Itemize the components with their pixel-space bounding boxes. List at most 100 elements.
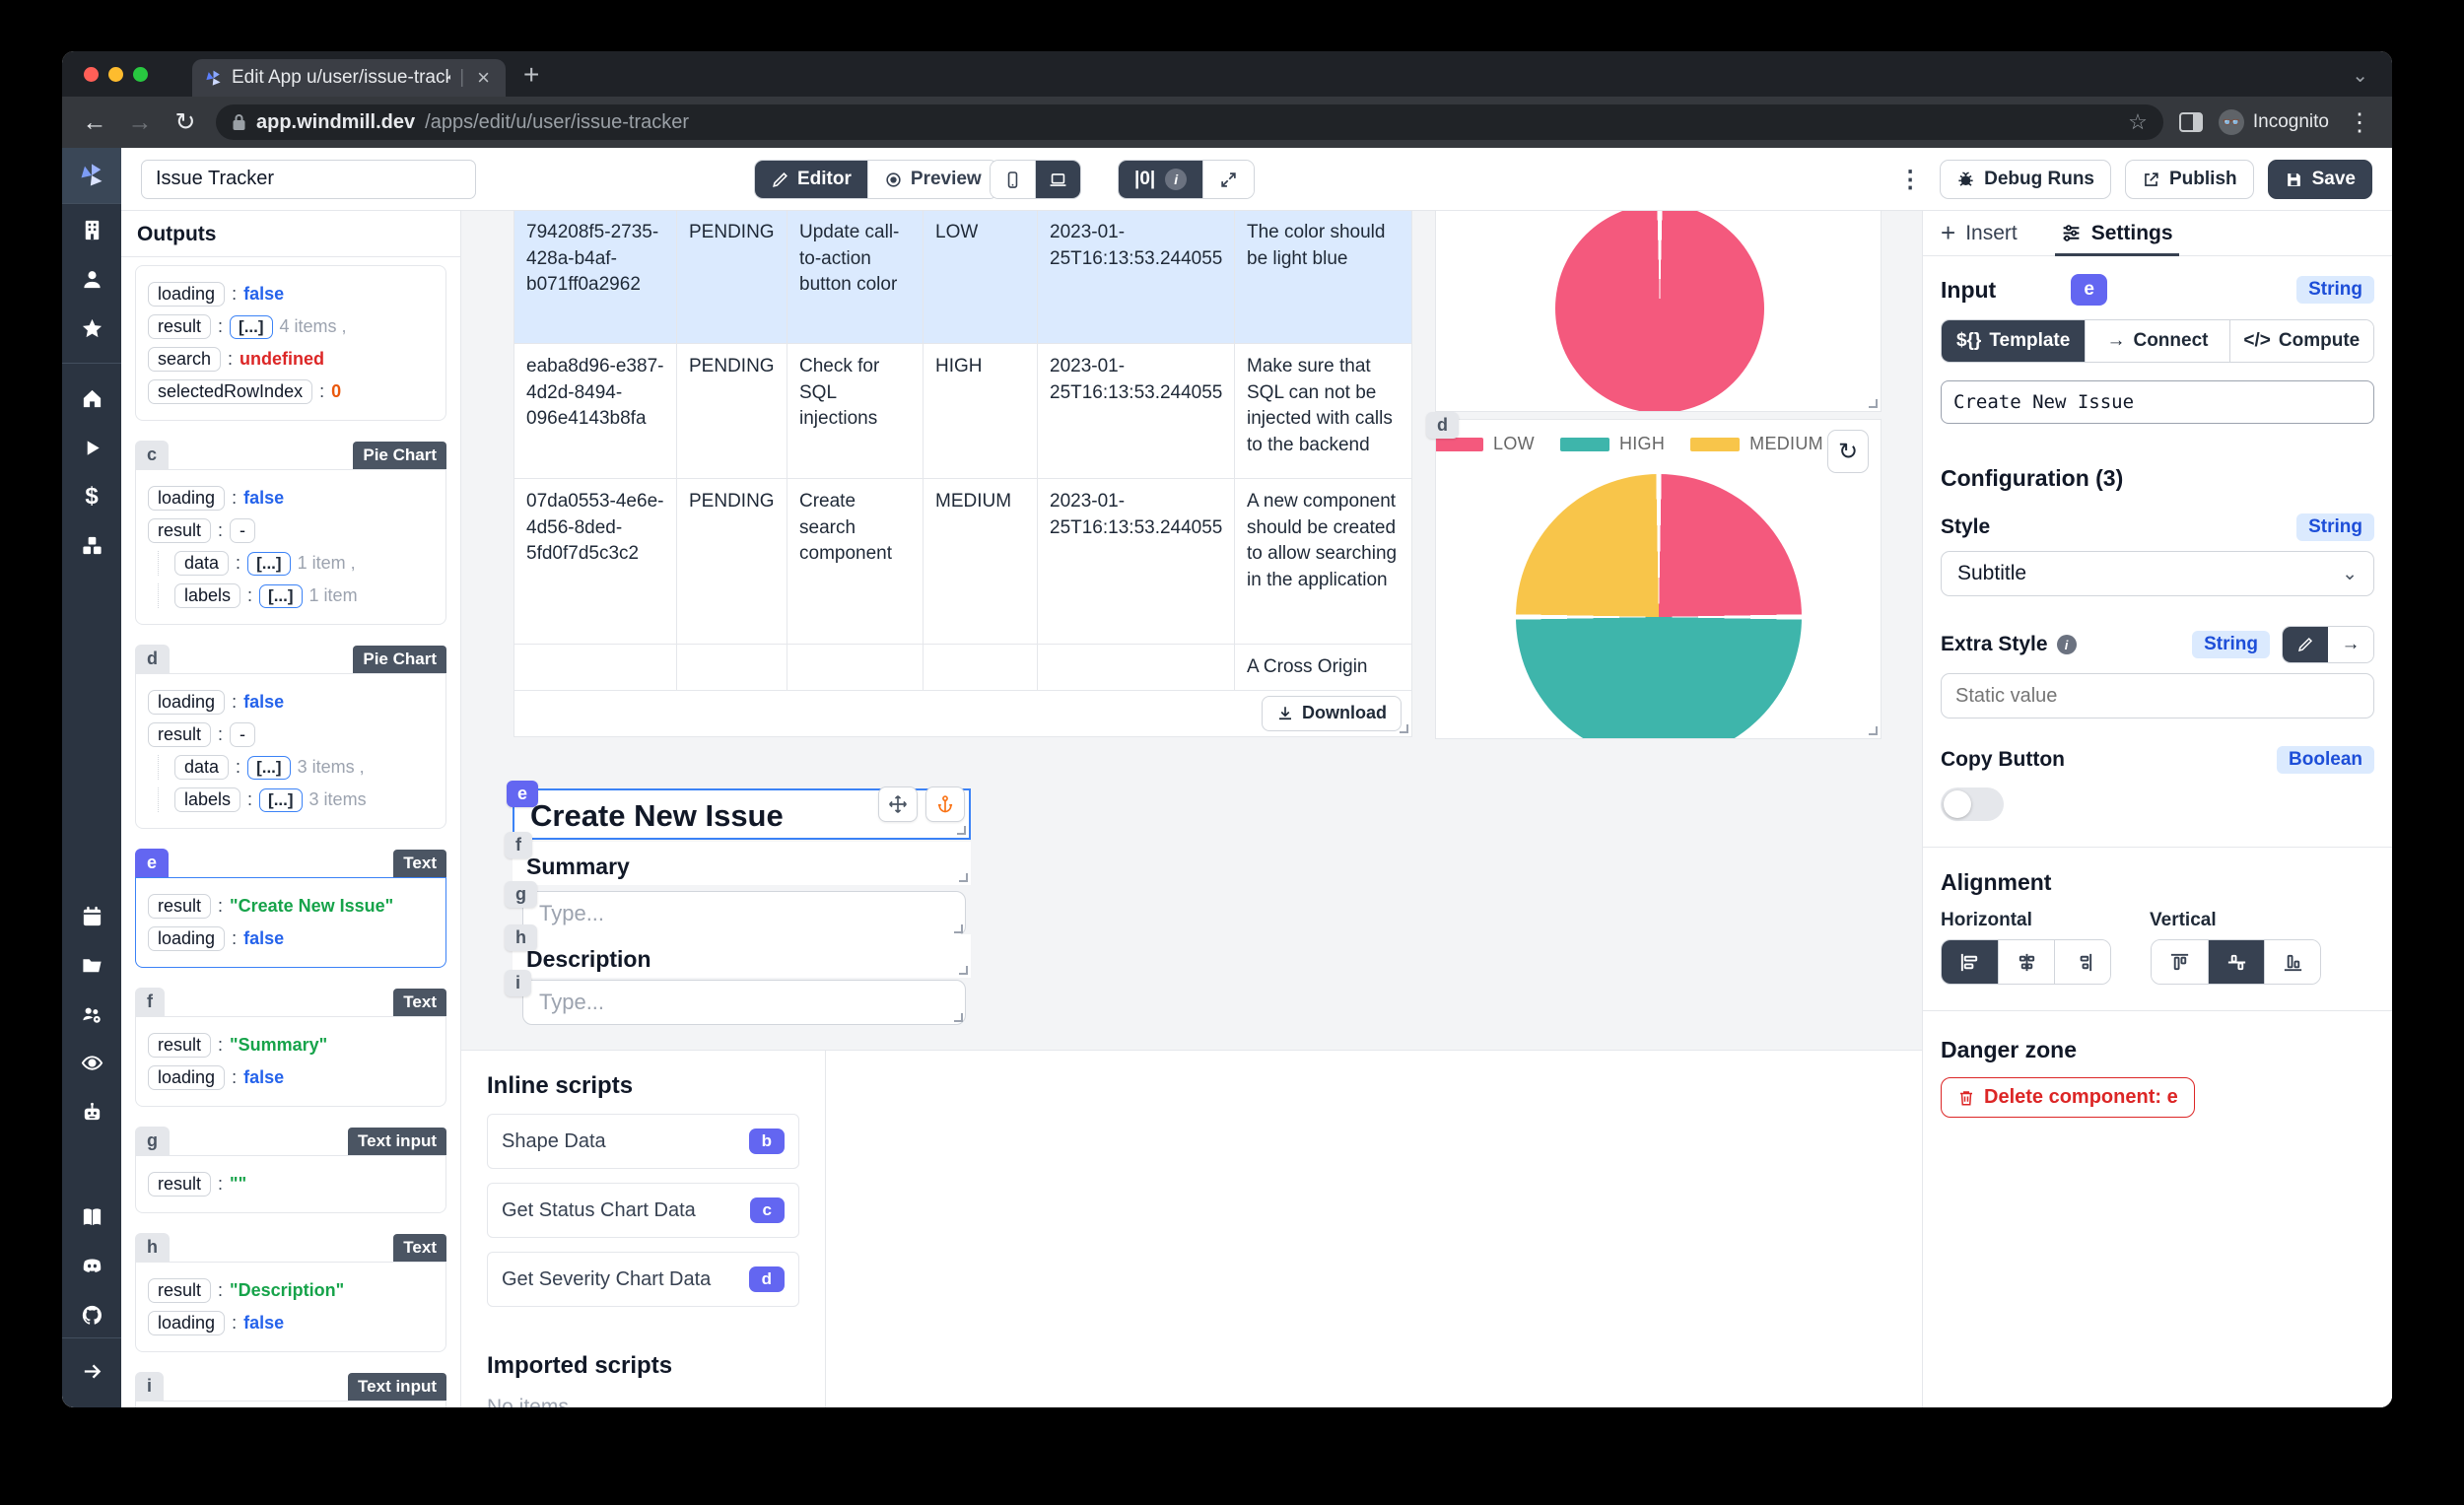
github-icon[interactable] [62, 1292, 121, 1337]
pie-chart-d[interactable]: d LOW HIGH MEDIUM ↻ [1426, 412, 1882, 739]
publish-button[interactable]: Publish [2125, 160, 2254, 199]
component-badge-e[interactable]: e [507, 781, 539, 807]
output-line[interactable]: data: [...] 3 items , [158, 755, 434, 780]
component-badge-g[interactable]: g [505, 881, 537, 908]
inline-script-item[interactable]: Get Status Chart Data c [487, 1183, 799, 1238]
collapse-arrow-icon[interactable] [62, 1348, 121, 1394]
align-right-button[interactable] [2054, 940, 2110, 984]
text-component-h[interactable]: h Description [505, 924, 971, 978]
output-line[interactable]: result: - [148, 722, 434, 747]
output-line[interactable]: data: [...] 1 item , [158, 551, 434, 576]
text-input-component-g[interactable]: g [505, 881, 966, 936]
output-line[interactable]: result: - [148, 518, 434, 543]
minimize-window-button[interactable] [108, 67, 123, 82]
legend-item[interactable]: MEDIUM [1690, 434, 1823, 454]
align-left-button[interactable] [1942, 940, 1998, 984]
component-badge-i[interactable]: i [505, 970, 532, 996]
insert-tab[interactable]: + Insert [1941, 211, 2018, 255]
text-component-e-selected[interactable]: e Create New Issue [507, 781, 971, 840]
connect-mode-tab[interactable]: → Connect [2085, 320, 2229, 362]
component-badge-h[interactable]: h [505, 924, 537, 951]
output-section-header-f[interactable]: f Text [135, 988, 446, 1016]
preview-tab[interactable]: Preview [866, 161, 997, 198]
editor-tab[interactable]: Editor [755, 161, 867, 198]
info-icon[interactable]: i [2056, 635, 2077, 654]
windmill-logo[interactable] [62, 148, 121, 203]
style-select[interactable]: Subtitle ⌄ [1941, 551, 2374, 596]
browser-menu-icon[interactable]: ⋮ [2347, 108, 2372, 136]
workers-robot-icon[interactable] [62, 1090, 121, 1135]
app-canvas[interactable]: 794208f5-2735-428a-b4af-b071ff0a2962 PEN… [461, 211, 1922, 1050]
resize-handle[interactable] [959, 966, 968, 975]
fullscreen-button[interactable] [1202, 161, 1255, 198]
template-value-input[interactable] [1941, 380, 2374, 424]
output-section-header-g[interactable]: g Text input [135, 1127, 446, 1155]
compute-mode-tab[interactable]: </> Compute [2228, 320, 2373, 362]
legend-item[interactable]: LOW [1436, 434, 1535, 454]
output-line[interactable]: loading: false [148, 1311, 434, 1335]
resources-cubes-icon[interactable] [62, 523, 121, 569]
download-button[interactable]: Download [1262, 695, 1402, 731]
resize-handle[interactable] [1869, 399, 1878, 408]
user-icon[interactable] [62, 257, 121, 303]
delete-component-button[interactable]: Delete component: e [1941, 1077, 2195, 1118]
discord-icon[interactable] [62, 1244, 121, 1289]
tab-close-icon[interactable]: × [477, 65, 490, 90]
inline-script-item[interactable]: Get Severity Chart Data d [487, 1252, 799, 1307]
output-line[interactable]: labels: [...] 1 item [158, 583, 434, 608]
table-row[interactable]: 794208f5-2735-428a-b4af-b071ff0a2962 PEN… [514, 211, 1411, 344]
refresh-chart-button[interactable]: ↻ [1827, 430, 1869, 473]
expand-array-pill[interactable]: [...] [247, 755, 291, 780]
template-mode-tab[interactable]: ${} Template [1942, 320, 2086, 362]
debug-runs-button[interactable]: Debug Runs [1940, 160, 2111, 199]
audit-eye-icon[interactable] [62, 1041, 121, 1086]
description-input[interactable] [522, 980, 966, 1025]
runs-play-icon[interactable] [62, 425, 121, 470]
inline-script-item[interactable]: Shape Data b [487, 1114, 799, 1169]
browser-tab[interactable]: Edit App u/user/issue-tracker | × [192, 59, 506, 97]
component-badge-d[interactable]: d [1426, 412, 1459, 439]
legend-item[interactable]: HIGH [1559, 434, 1665, 454]
output-section-header-i[interactable]: i Text input [135, 1372, 446, 1401]
resize-handle[interactable] [957, 826, 966, 835]
maximize-window-button[interactable] [133, 67, 148, 82]
component-badge-f[interactable]: f [505, 832, 532, 858]
align-center-button[interactable] [1998, 940, 2054, 984]
output-line[interactable]: result: "Summary" [148, 1033, 434, 1058]
back-icon[interactable]: ← [82, 107, 107, 136]
workspace-icon[interactable] [62, 208, 121, 253]
output-section-header-d[interactable]: d Pie Chart [135, 645, 446, 673]
address-bar[interactable]: app.windmill.dev/apps/edit/u/user/issue-… [216, 104, 2163, 140]
app-name-input[interactable] [141, 159, 476, 199]
variables-dollar-icon[interactable]: $ [85, 482, 99, 510]
resize-handle[interactable] [954, 1013, 963, 1022]
anchor-component-button[interactable] [925, 787, 965, 822]
home-icon[interactable] [62, 376, 121, 421]
table-row[interactable]: A Cross Origin [514, 645, 1411, 690]
settings-tab[interactable]: Settings [2054, 211, 2179, 256]
extra-style-input[interactable] [1941, 673, 2374, 718]
output-line[interactable]: result: "" [148, 1172, 434, 1197]
new-tab-button[interactable]: + [523, 59, 540, 90]
save-button[interactable]: Save [2267, 160, 2372, 199]
expand-array-pill[interactable]: [...] [247, 551, 291, 576]
text-component-f[interactable]: f Summary [505, 832, 971, 885]
expand-array-pill[interactable]: [...] [230, 314, 273, 339]
desktop-view-button[interactable] [1035, 161, 1080, 198]
resize-handle[interactable] [1869, 726, 1878, 735]
output-line[interactable]: result: "Description" [148, 1278, 434, 1303]
resize-handle[interactable] [1400, 724, 1408, 733]
output-line[interactable]: search: undefined [148, 347, 434, 372]
bookmark-star-icon[interactable]: ☆ [2128, 109, 2148, 134]
side-panel-icon[interactable] [2178, 112, 2203, 132]
output-line[interactable]: loading: false [148, 486, 434, 511]
output-line[interactable]: result: [...] 4 items , [148, 314, 434, 339]
expand-array-pill[interactable]: [...] [259, 583, 303, 608]
tab-search-chevron-icon[interactable]: ⌄ [2352, 65, 2368, 87]
favorites-star-icon[interactable] [62, 306, 121, 351]
output-line[interactable]: loading: false [148, 1065, 434, 1090]
table-row[interactable]: 07da0553-4e6e-4d56-8ded-5fd0f7d5c3c2 PEN… [514, 479, 1411, 645]
output-line[interactable]: loading: false [148, 690, 434, 715]
pie-chart-c[interactable] [1435, 211, 1882, 412]
text-input-component-i[interactable]: i [505, 970, 966, 1025]
